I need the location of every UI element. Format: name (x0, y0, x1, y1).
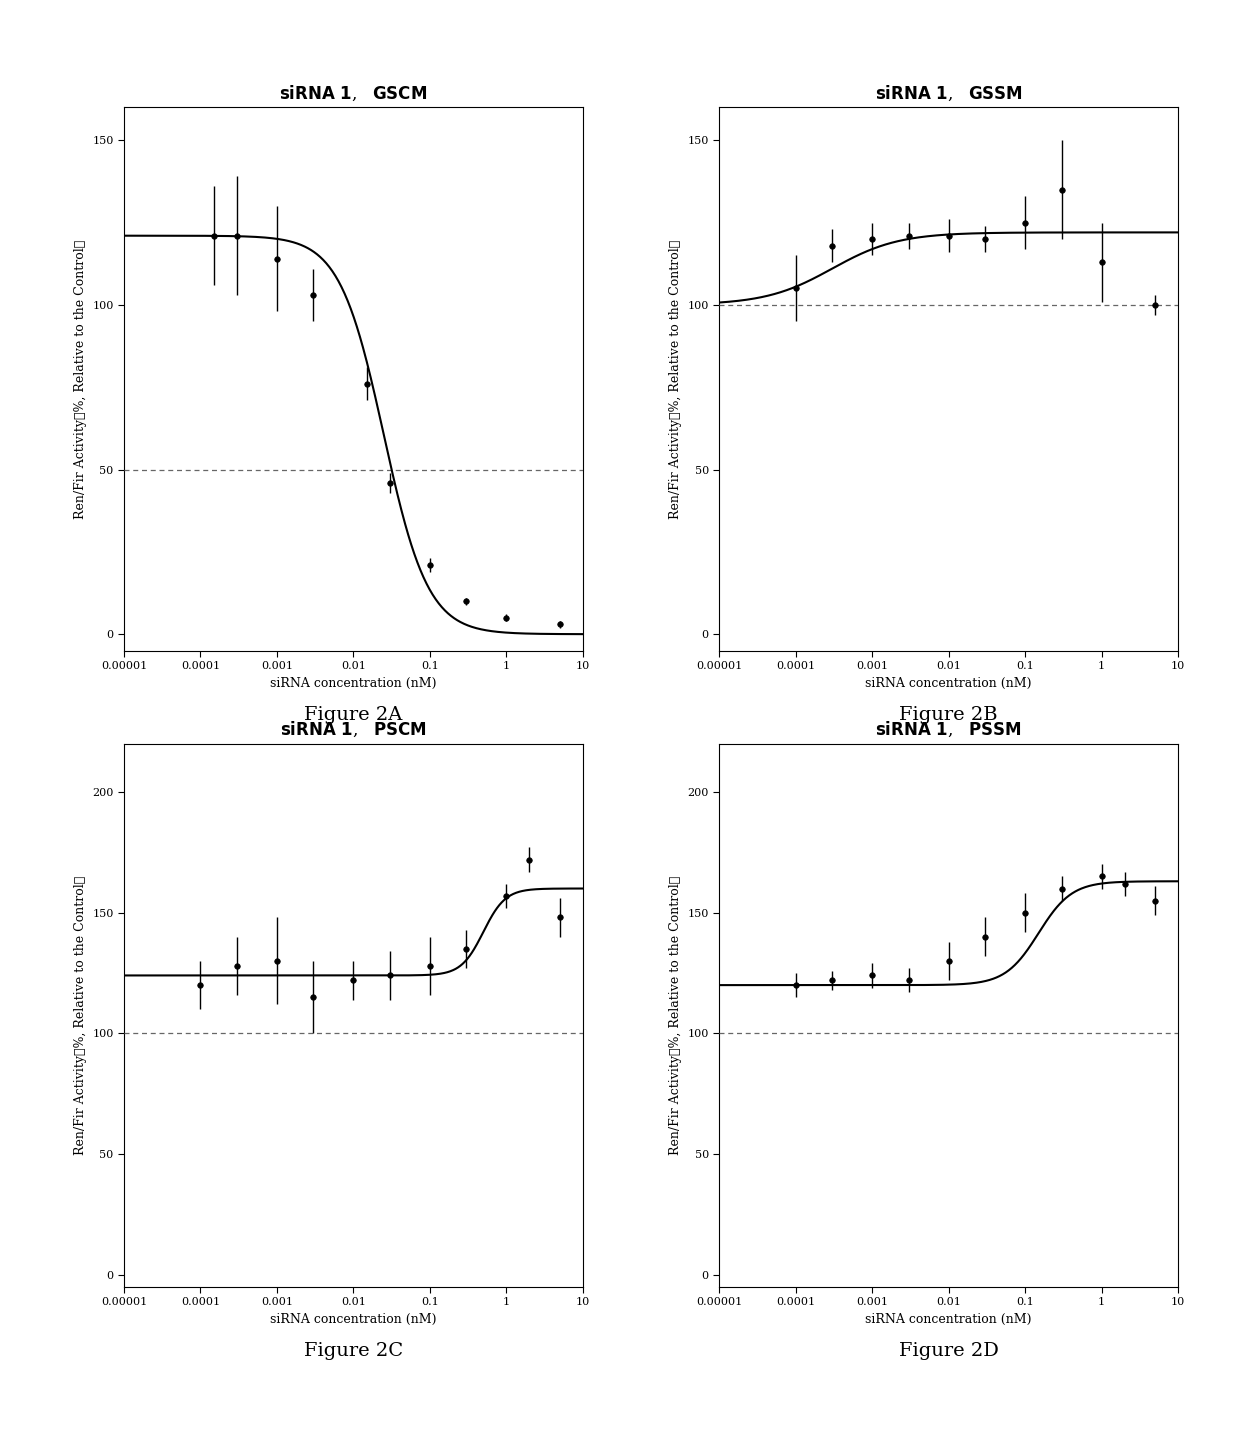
Text: Figure 2D: Figure 2D (899, 1343, 998, 1360)
Text: Figure 2A: Figure 2A (304, 706, 403, 724)
Title: $\bf{siRNA\ 1}$,   $\bf{PSSM}$: $\bf{siRNA\ 1}$, $\bf{PSSM}$ (875, 721, 1022, 739)
X-axis label: siRNA concentration (nM): siRNA concentration (nM) (866, 676, 1032, 689)
Text: Figure 2B: Figure 2B (899, 706, 998, 724)
Y-axis label: Ren/Fir Activity（%, Relative to the Control）: Ren/Fir Activity（%, Relative to the Cont… (73, 875, 87, 1155)
Y-axis label: Ren/Fir Activity（%, Relative to the Control）: Ren/Fir Activity（%, Relative to the Cont… (73, 239, 87, 519)
Title: $\bf{siRNA\ 1}$,   $\bf{GSSM}$: $\bf{siRNA\ 1}$, $\bf{GSSM}$ (874, 84, 1023, 103)
X-axis label: siRNA concentration (nM): siRNA concentration (nM) (270, 676, 436, 689)
Title: $\bf{siRNA\ 1}$,   $\bf{GSCM}$: $\bf{siRNA\ 1}$, $\bf{GSCM}$ (279, 84, 428, 103)
Text: Figure 2C: Figure 2C (304, 1343, 403, 1360)
Y-axis label: Ren/Fir Activity（%, Relative to the Control）: Ren/Fir Activity（%, Relative to the Cont… (668, 239, 682, 519)
Title: $\bf{siRNA\ 1}$,   $\bf{PSCM}$: $\bf{siRNA\ 1}$, $\bf{PSCM}$ (280, 721, 427, 739)
Y-axis label: Ren/Fir Activity（%, Relative to the Control）: Ren/Fir Activity（%, Relative to the Cont… (668, 875, 682, 1155)
X-axis label: siRNA concentration (nM): siRNA concentration (nM) (270, 1313, 436, 1326)
X-axis label: siRNA concentration (nM): siRNA concentration (nM) (866, 1313, 1032, 1326)
